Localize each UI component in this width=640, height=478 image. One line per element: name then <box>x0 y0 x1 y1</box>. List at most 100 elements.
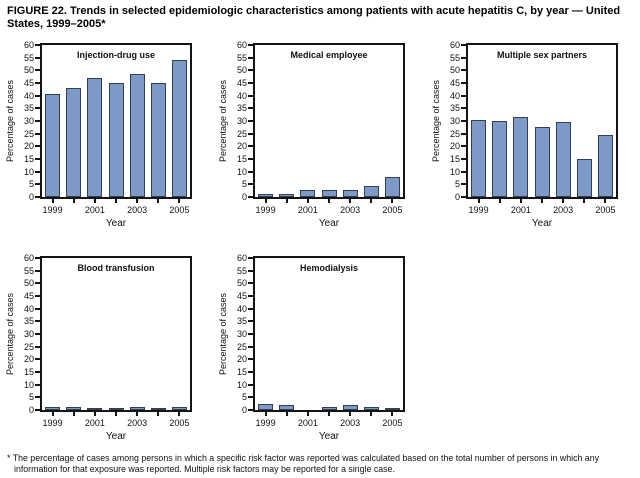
x-tick-mark <box>519 199 522 203</box>
bar <box>150 83 166 197</box>
x-tick-mark <box>178 199 181 203</box>
bar <box>45 94 61 197</box>
y-tick-mark <box>35 158 40 160</box>
x-tick-label: 2005 <box>382 418 403 428</box>
x-tick-label: 1999 <box>42 418 63 428</box>
x-tick-label: 1999 <box>468 205 489 215</box>
y-tick-mark <box>35 307 40 310</box>
y-tick-mark <box>35 320 40 323</box>
empty-grid-cell <box>428 246 640 447</box>
y-tick-mark <box>461 107 466 110</box>
x-tick-label: 2001 <box>510 205 531 215</box>
y-tick-mark <box>461 82 466 84</box>
bar <box>171 407 187 410</box>
x-tick-mark <box>328 199 330 203</box>
x-tick-mark <box>349 199 352 203</box>
y-tick-label: 45 <box>23 291 34 301</box>
plot-area <box>253 256 405 412</box>
bar <box>279 405 295 410</box>
x-tick-label: 2001 <box>297 205 318 215</box>
y-tick-mark <box>461 44 466 46</box>
bar <box>258 194 274 197</box>
y-tick-label: 0 <box>28 192 34 202</box>
y-tick-label: 20 <box>236 354 247 365</box>
y-tick-label: 15 <box>236 154 247 164</box>
y-tick-label: 45 <box>449 78 460 88</box>
chart-blood-transfusion: Percentage of cases Blood transfusion Ye… <box>2 246 215 447</box>
y-tick-label: 40 <box>23 303 34 314</box>
chart-multiple-sex-partners: Percentage of cases Multiple sex partner… <box>428 33 640 234</box>
y-tick-mark <box>248 295 253 297</box>
chart-title: Hemodialysis <box>299 263 359 273</box>
y-tick-mark <box>248 409 253 411</box>
y-tick-mark <box>35 383 40 386</box>
x-tick-mark <box>370 199 373 203</box>
chart-medical-employee: Percentage of cases Medical employee Yea… <box>215 33 428 234</box>
y-tick-mark <box>35 145 40 148</box>
charts-grid: Percentage of cases Injection-drug use Y… <box>0 31 640 447</box>
y-tick-label: 60 <box>449 40 460 50</box>
x-tick-mark <box>285 412 288 416</box>
y-tick-label: 25 <box>236 341 247 352</box>
y-tick-mark <box>35 269 40 272</box>
y-tick-label: 55 <box>23 52 34 63</box>
y-tick-mark <box>461 170 466 173</box>
x-tick-mark <box>157 199 160 203</box>
y-tick-mark <box>35 69 40 72</box>
y-tick-mark <box>35 196 40 198</box>
y-tick-mark <box>35 345 40 348</box>
x-tick-mark <box>72 412 75 416</box>
y-tick-mark <box>35 132 40 135</box>
y-tick-label: 10 <box>236 166 247 177</box>
y-tick-label: 55 <box>236 52 247 63</box>
y-tick-label: 45 <box>236 291 247 301</box>
y-tick-mark <box>35 409 40 411</box>
x-tick-mark <box>115 412 117 416</box>
x-tick-mark <box>136 412 139 416</box>
y-tick-mark <box>248 145 253 148</box>
y-tick-mark <box>248 44 253 46</box>
y-tick-mark <box>248 107 253 110</box>
bar <box>279 194 295 197</box>
bar <box>300 190 316 197</box>
x-tick-mark <box>306 412 309 416</box>
y-tick-label: 40 <box>236 90 247 101</box>
bar <box>534 127 550 197</box>
x-tick-mark <box>264 412 267 416</box>
y-tick-label: 35 <box>23 316 34 327</box>
y-tick-label: 55 <box>23 265 34 276</box>
x-tick-mark <box>541 199 543 203</box>
y-tick-label: 45 <box>23 78 34 88</box>
bar <box>66 88 82 197</box>
y-tick-mark <box>248 269 253 272</box>
x-axis-label: Year <box>318 218 340 229</box>
bar <box>363 186 379 197</box>
x-tick-mark <box>93 412 96 416</box>
y-tick-label: 0 <box>241 192 247 202</box>
plot-area <box>253 43 405 199</box>
y-tick-mark <box>461 196 466 198</box>
y-tick-mark <box>35 82 40 84</box>
x-tick-mark <box>306 199 309 203</box>
y-tick-mark <box>248 196 253 198</box>
x-tick-label: 2003 <box>553 205 574 215</box>
y-tick-label: 10 <box>23 166 34 177</box>
x-tick-label: 2001 <box>84 205 105 215</box>
y-tick-mark <box>248 358 253 361</box>
y-tick-label: 5 <box>454 179 460 190</box>
y-tick-mark <box>248 333 253 335</box>
y-tick-label: 15 <box>23 154 34 164</box>
y-tick-label: 20 <box>23 354 34 365</box>
y-tick-label: 15 <box>236 367 247 377</box>
x-tick-label: 2005 <box>169 418 190 428</box>
y-tick-label: 50 <box>236 65 247 76</box>
bar <box>171 60 187 197</box>
x-tick-mark <box>51 412 54 416</box>
bar <box>87 78 103 197</box>
bar <box>342 405 358 410</box>
x-tick-mark <box>178 412 181 416</box>
x-tick-label: 2003 <box>127 418 148 428</box>
x-tick-mark <box>72 199 75 203</box>
y-tick-mark <box>35 170 40 173</box>
